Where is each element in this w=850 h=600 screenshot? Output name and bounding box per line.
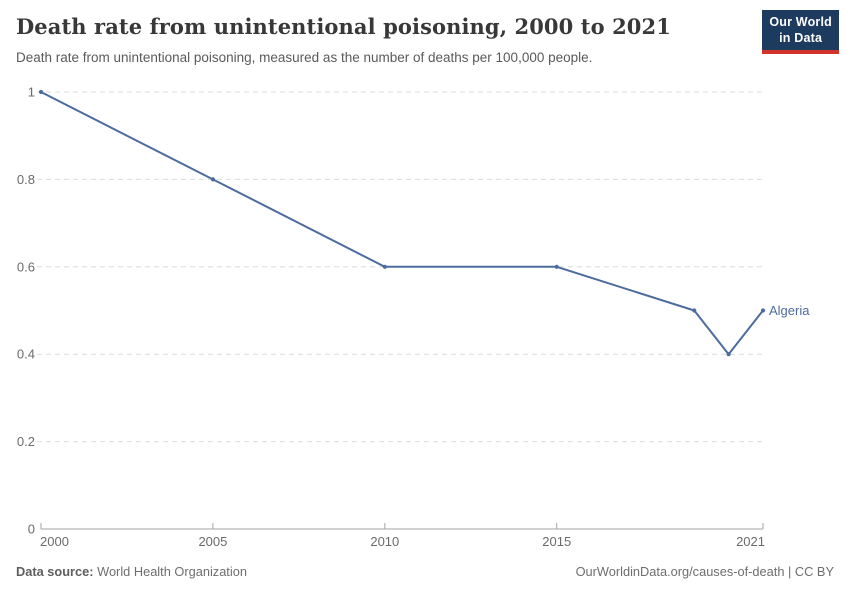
y-tick-label: 0.8 <box>17 172 35 187</box>
x-tick-label: 2005 <box>198 534 227 549</box>
data-point-marker <box>554 264 559 269</box>
x-tick-label: 2000 <box>40 534 69 549</box>
y-tick-label: 1 <box>28 85 35 100</box>
data-point-marker <box>382 264 387 269</box>
data-source-value: World Health Organization <box>97 564 247 579</box>
y-tick-label: 0.4 <box>17 347 35 362</box>
y-tick-label: 0.2 <box>17 434 35 449</box>
x-tick-label: 2015 <box>542 534 571 549</box>
chart-title: Death rate from unintentional poisoning,… <box>16 14 671 39</box>
data-point-marker <box>210 177 216 182</box>
x-tick-label: 2021 <box>736 534 765 549</box>
data-point-marker <box>760 308 766 313</box>
line-chart: 0 0.2 0.4 0.6 0.8 1 2000 2005 2010 2015 2021 Algeri… <box>17 85 810 550</box>
data-point-marker <box>38 89 44 95</box>
y-tick-label: 0.6 <box>17 259 35 274</box>
owid-logo-line1: Our World <box>769 15 832 29</box>
data-source-label: Data source: <box>16 564 94 579</box>
y-tick-label: 0 <box>28 522 35 537</box>
series-label-algeria[interactable]: Algeria <box>769 303 810 318</box>
chart-footer: Data source: World Health Organization O… <box>0 564 850 579</box>
data-source: Data source: World Health Organization <box>16 564 247 579</box>
chart-subtitle: Death rate from unintentional poisoning,… <box>16 50 593 65</box>
footer-citation-link[interactable]: OurWorldinData.org/causes-of-death | CC … <box>575 564 834 579</box>
data-line-algeria[interactable] <box>40 91 764 356</box>
data-point-marker <box>692 308 697 313</box>
owid-logo[interactable]: Our World in Data <box>762 10 839 55</box>
data-point-marker <box>726 352 731 357</box>
owid-logo-line2: in Data <box>779 30 823 45</box>
x-tick-label: 2010 <box>370 534 399 549</box>
